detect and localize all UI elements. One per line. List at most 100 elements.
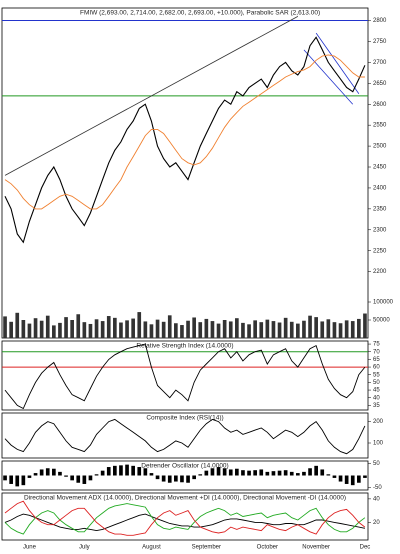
- series-line: [4, 513, 365, 532]
- panel-title: Detrender Oscillator (14.0000): [141, 463, 228, 470]
- bar: [186, 320, 190, 338]
- bar: [265, 471, 270, 476]
- bar: [39, 320, 44, 338]
- bar: [161, 475, 166, 482]
- bar: [45, 468, 50, 476]
- bar: [9, 475, 13, 484]
- bar: [119, 322, 123, 338]
- bar: [33, 473, 38, 476]
- y-tick-label: 200: [373, 419, 384, 425]
- bar: [277, 322, 282, 338]
- bar: [332, 322, 337, 338]
- bar: [76, 314, 81, 338]
- bar: [289, 321, 294, 338]
- bar: [3, 475, 7, 481]
- bar: [302, 320, 306, 338]
- bar: [125, 320, 129, 338]
- y-tick-label: 45: [373, 388, 380, 394]
- bar: [308, 315, 312, 338]
- bar: [94, 319, 99, 338]
- bar: [216, 467, 221, 476]
- bar: [204, 470, 209, 476]
- bar: [180, 325, 184, 338]
- x-tick-label: September: [192, 545, 221, 551]
- bar: [253, 320, 257, 338]
- bar: [113, 465, 117, 476]
- bar: [344, 320, 349, 338]
- y-tick-label: 2550: [373, 123, 387, 129]
- frame: [1, 7, 369, 339]
- bar: [247, 470, 251, 476]
- bar: [296, 473, 300, 476]
- panel-title: Directional Movement ADX (14.0000), Dire…: [24, 495, 346, 502]
- bar: [100, 321, 105, 338]
- y-tick-label: 2400: [373, 186, 387, 192]
- bar: [302, 471, 306, 476]
- y-tick-label: 2650: [373, 81, 387, 87]
- y-tick-label: 2200: [373, 269, 387, 275]
- series-line: [4, 36, 366, 244]
- bar: [235, 468, 239, 476]
- bar: [320, 469, 325, 476]
- y-tick-label: 50000: [373, 318, 390, 324]
- bar: [113, 317, 117, 338]
- bar: [131, 465, 135, 476]
- bar: [326, 474, 331, 476]
- bar: [76, 475, 81, 483]
- bar: [289, 471, 294, 476]
- bar: [119, 465, 123, 476]
- panel-frame: [1, 412, 369, 459]
- bar: [363, 313, 367, 338]
- series-line: [4, 54, 365, 210]
- y-tick-label: 50: [373, 461, 380, 467]
- bar: [15, 475, 20, 487]
- bar: [33, 318, 38, 338]
- bar: [64, 475, 68, 477]
- bar: [125, 464, 129, 476]
- y-tick-label: 2250: [373, 248, 387, 254]
- bar: [82, 322, 87, 338]
- bar: [106, 467, 111, 476]
- bar: [320, 321, 325, 338]
- y-tick-label: 40: [373, 395, 380, 401]
- bar: [350, 475, 355, 486]
- trend-line: [303, 49, 354, 105]
- bar: [149, 324, 154, 338]
- bar: [70, 475, 74, 481]
- bar: [64, 317, 68, 338]
- y-tick-label: 2700: [373, 60, 387, 66]
- bar: [192, 475, 196, 480]
- panel-title: Composite Index (RSI(14)): [146, 415, 223, 422]
- bar: [52, 468, 56, 476]
- trend-line: [4, 16, 299, 176]
- bar: [210, 321, 215, 338]
- bar: [174, 475, 178, 482]
- bar: [155, 319, 160, 338]
- bar: [235, 318, 239, 338]
- bar: [222, 468, 227, 476]
- bar: [350, 321, 355, 338]
- series-line: [4, 343, 366, 410]
- bar: [21, 320, 26, 338]
- bar: [3, 316, 7, 338]
- bar: [45, 315, 50, 338]
- bar: [161, 321, 166, 338]
- bar: [247, 324, 251, 338]
- bar: [338, 475, 343, 482]
- bar: [296, 323, 300, 338]
- bar: [106, 316, 111, 338]
- bar: [314, 317, 318, 338]
- bar: [149, 473, 154, 476]
- bar: [326, 319, 331, 338]
- bar: [271, 321, 276, 338]
- bar: [314, 465, 318, 476]
- bar: [58, 471, 62, 476]
- bar: [58, 322, 62, 338]
- bar: [216, 323, 221, 338]
- y-tick-label: 2500: [373, 144, 387, 150]
- bar: [15, 312, 20, 338]
- series-line: [4, 418, 366, 455]
- bar: [344, 475, 349, 484]
- y-tick-label: 55: [373, 372, 380, 378]
- bar: [363, 475, 367, 478]
